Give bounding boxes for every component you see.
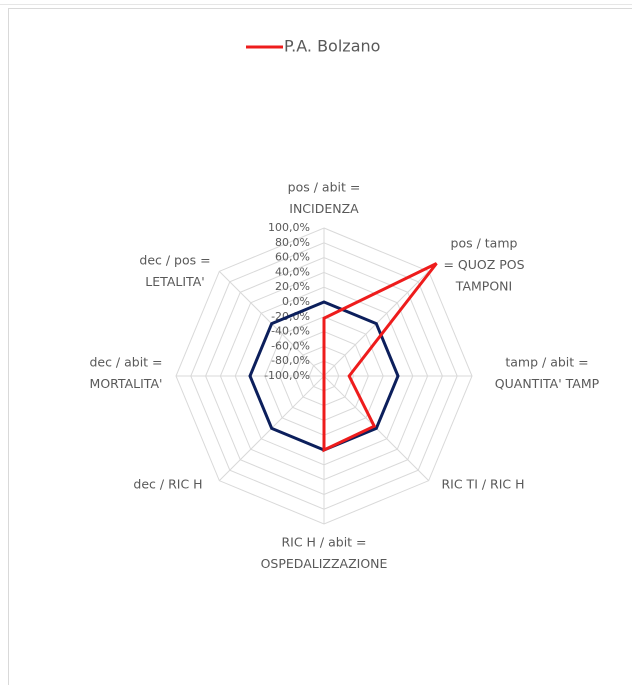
tick-label: 80,0% — [275, 236, 310, 249]
tick-label: 0,0% — [282, 295, 310, 308]
axis-label: OSPEDALIZZAZIONE — [261, 556, 388, 571]
axis-label: QUANTITA' TAMP — [495, 376, 600, 391]
axis-label: INCIDENZA — [289, 201, 359, 216]
tick-label: -40,0% — [271, 325, 310, 338]
axis-label: = QUOZ POS — [443, 257, 524, 272]
tick-label: 60,0% — [275, 251, 310, 264]
tick-label: 40,0% — [275, 265, 310, 278]
axis-label: RIC H / abit = — [281, 535, 366, 550]
axis-label: tamp / abit = — [505, 355, 588, 370]
axis-label: pos / abit = — [288, 180, 361, 195]
tick-label: 20,0% — [275, 280, 310, 293]
chart-frame — [9, 9, 632, 686]
axis-label: LETALITA' — [145, 274, 204, 289]
tick-label: -100,0% — [264, 369, 310, 382]
axis-label: MORTALITA' — [90, 376, 163, 391]
tick-label: 100,0% — [268, 221, 310, 234]
tick-label: -80,0% — [271, 354, 310, 367]
axis-label: dec / abit = — [89, 355, 162, 370]
axis-label: RIC TI / RIC H — [441, 477, 524, 492]
tick-label: -60,0% — [271, 339, 310, 352]
axis-label: pos / tamp — [451, 236, 518, 251]
legend-label: P.A. Bolzano — [284, 37, 380, 56]
axis-label: dec / RIC H — [133, 477, 202, 492]
axis-label: TAMPONI — [455, 279, 512, 294]
axis-label: dec / pos = — [139, 253, 210, 268]
